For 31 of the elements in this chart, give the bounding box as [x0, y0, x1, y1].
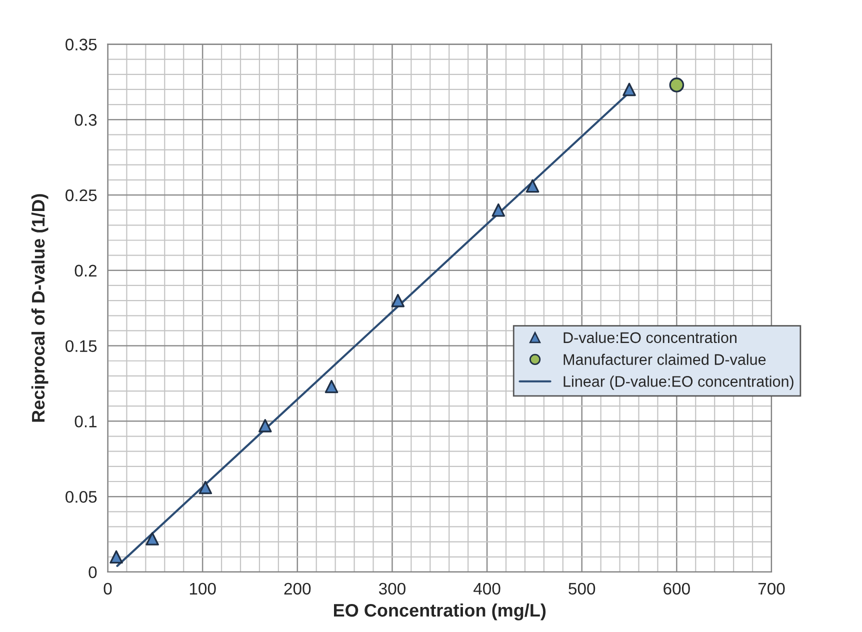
x-tick-label: 400 — [474, 582, 500, 595]
x-tick-label: 100 — [190, 582, 216, 595]
y-axis-title: Reciprocal of D-value (1/D) — [31, 194, 48, 422]
point — [198, 480, 212, 494]
point — [258, 419, 272, 432]
x-tick-label: 0 — [104, 582, 112, 595]
x-tick-label: 600 — [664, 582, 690, 595]
point — [622, 82, 636, 96]
point — [324, 380, 338, 394]
point — [492, 203, 506, 217]
point — [146, 532, 159, 546]
y-tick-label: 0.05 — [66, 490, 97, 503]
y-tick-label: 0.1 — [74, 416, 97, 428]
y-tick-label: 0.15 — [66, 340, 97, 352]
x-tick-label: 200 — [284, 582, 311, 595]
point — [526, 179, 540, 193]
y-tick-label: 0.35 — [66, 38, 97, 50]
legend-label: Manufacturer claimed D-value — [564, 354, 766, 365]
y-tick-label: 0.25 — [66, 189, 97, 202]
x-tick-label: 700 — [758, 582, 785, 595]
legend-label: D-value:EO concentration — [564, 332, 736, 344]
x-tick-label: 500 — [568, 582, 596, 595]
point — [391, 294, 405, 308]
x-tick-label: 300 — [378, 582, 406, 595]
x-axis-title: EO Concentration (mg/L) — [334, 603, 546, 620]
y-tick-label: 0.3 — [74, 114, 97, 126]
y-tick-label: 0.2 — [74, 264, 96, 277]
legend-label: Linear (D-value:EO concentration) — [564, 376, 794, 390]
y-tick-label: 0 — [88, 566, 97, 578]
point — [669, 78, 684, 92]
point — [110, 550, 123, 564]
